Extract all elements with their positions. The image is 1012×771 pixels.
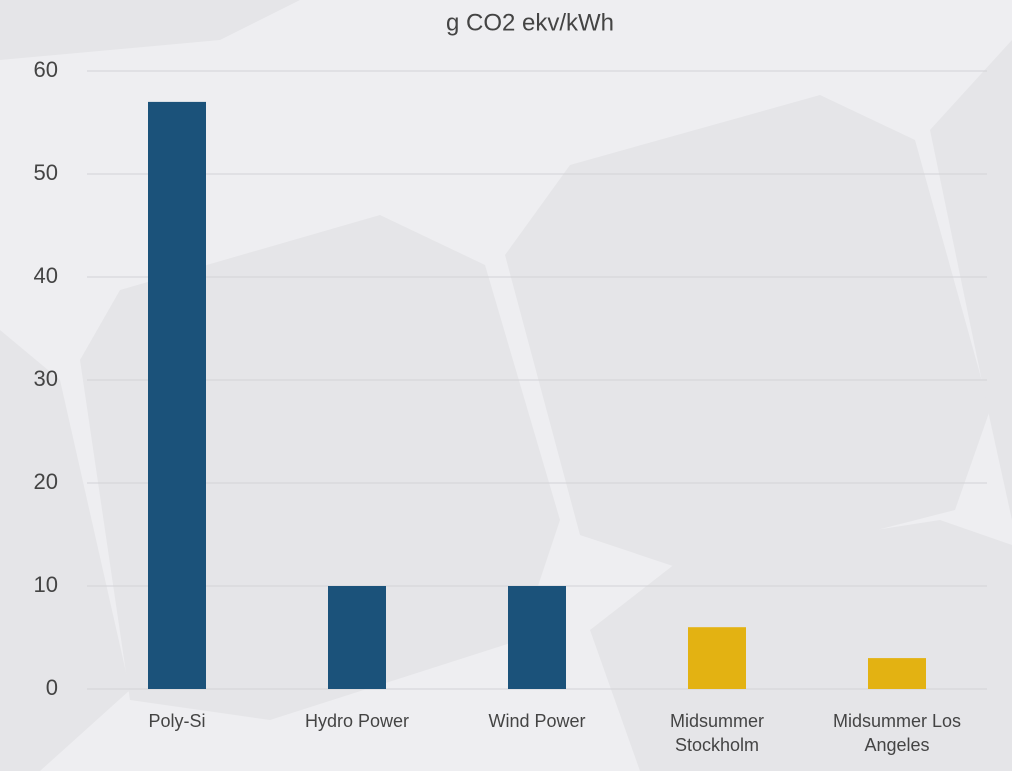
x-tick-label: Midsummer Stockholm [669,711,764,755]
x-tick-label: Wind Power [488,711,586,731]
bar [508,586,566,689]
x-tick-label: Poly-Si [148,711,206,731]
y-tick-label: 0 [46,675,58,700]
y-tick-label: 30 [34,366,58,391]
bar [688,627,746,689]
y-tick-label: 20 [34,469,58,494]
y-tick-label: 60 [34,57,58,82]
y-tick-label: 50 [34,160,58,185]
x-tick-label: Midsummer Los Angeles [832,711,962,755]
y-tick-label: 40 [34,263,58,288]
x-tick-label: Hydro Power [304,711,410,731]
y-tick-label: 10 [34,572,58,597]
bar [868,658,926,689]
bar [328,586,386,689]
chart-title: g CO2 ekv/kWh [446,9,614,36]
bar [148,101,206,689]
